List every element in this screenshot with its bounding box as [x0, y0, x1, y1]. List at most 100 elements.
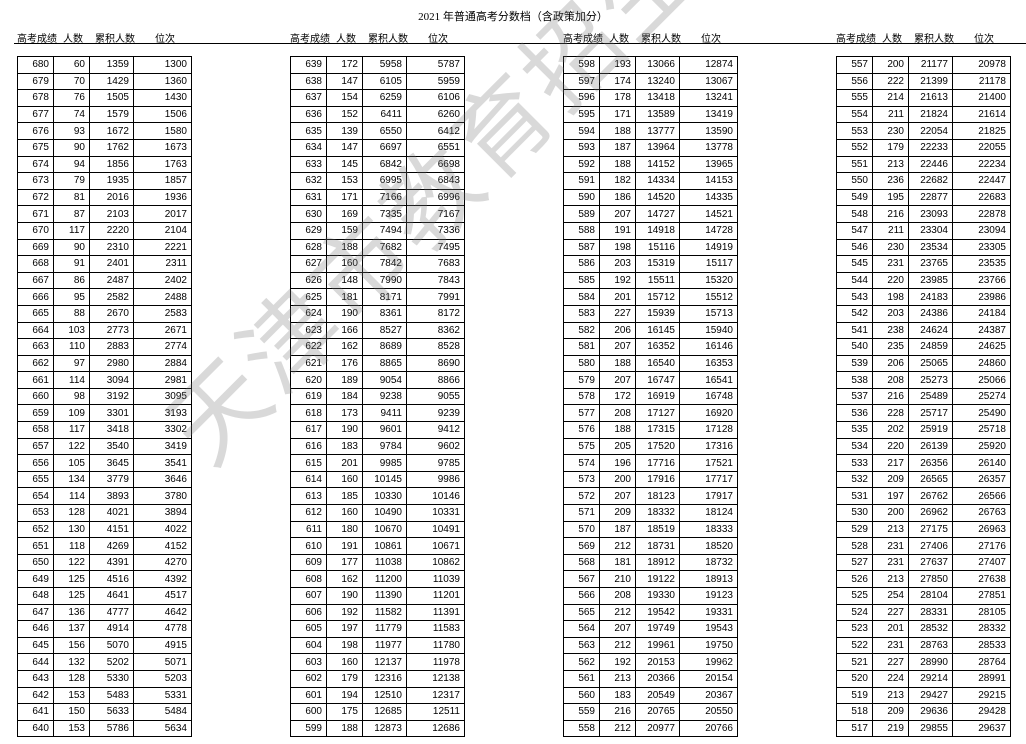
score-cell: 650 [17, 553, 54, 572]
table-row: 533 217 26356 26140 [836, 454, 1011, 472]
table-row: 519 213 29427 29215 [836, 686, 1011, 705]
score-cell: 558 [563, 719, 600, 738]
score-cell: 546 [836, 238, 873, 257]
rank-cell: 3780 [133, 487, 192, 506]
table-row: 675 90 1762 1673 [17, 138, 192, 157]
score-cell: 577 [563, 404, 600, 423]
count-cell: 185 [326, 487, 363, 506]
rank-cell: 12686 [406, 719, 465, 738]
cumulative-cell: 13418 [635, 89, 680, 107]
cumulative-cell: 5330 [89, 669, 134, 688]
count-cell: 137 [53, 620, 90, 638]
cumulative-cell: 2016 [89, 188, 134, 207]
column-header: 人数 [336, 34, 356, 45]
score-cell: 613 [290, 487, 327, 506]
rank-cell: 16353 [679, 354, 738, 373]
count-cell: 162 [326, 338, 363, 356]
table-row: 601 194 12510 12317 [290, 686, 465, 705]
rank-cell: 29428 [952, 703, 1011, 721]
table-row: 600 175 12685 12511 [290, 703, 465, 721]
table-row: 645 156 5070 4915 [17, 636, 192, 655]
count-cell: 216 [599, 703, 636, 721]
rank-cell: 18913 [679, 570, 738, 588]
count-cell: 97 [53, 354, 90, 373]
rank-cell: 28105 [952, 603, 1011, 622]
rank-cell: 1580 [133, 122, 192, 140]
rank-cell: 10331 [406, 504, 465, 522]
score-cell: 646 [17, 620, 54, 638]
score-cell: 529 [836, 520, 873, 539]
rank-cell: 17521 [679, 454, 738, 472]
rank-cell: 5634 [133, 719, 192, 738]
rank-cell: 1300 [133, 56, 192, 74]
cumulative-cell: 19749 [635, 620, 680, 638]
count-cell: 227 [872, 653, 909, 671]
rank-cell: 8362 [406, 321, 465, 340]
table-row: 656 105 3645 3541 [17, 454, 192, 472]
cumulative-cell: 6411 [362, 105, 407, 124]
cumulative-cell: 22054 [908, 122, 953, 140]
table-row: 670 117 2220 2104 [17, 221, 192, 240]
table-row: 594 188 13777 13590 [563, 122, 738, 140]
score-cell: 537 [836, 387, 873, 406]
rank-cell: 20154 [679, 669, 738, 688]
table-row: 602 179 12316 12138 [290, 669, 465, 688]
score-cell: 561 [563, 669, 600, 688]
score-cell: 539 [836, 354, 873, 373]
score-cell: 616 [290, 437, 327, 456]
count-cell: 230 [872, 238, 909, 257]
rank-cell: 11583 [406, 620, 465, 638]
cumulative-cell: 28532 [908, 620, 953, 638]
table-row: 570 187 18519 18333 [563, 520, 738, 539]
cumulative-cell: 20549 [635, 686, 680, 705]
table-row: 627 160 7842 7683 [290, 255, 465, 273]
score-cell: 551 [836, 155, 873, 174]
count-cell: 179 [326, 669, 363, 688]
table-row: 574 196 17716 17521 [563, 454, 738, 472]
table-row: 620 189 9054 8866 [290, 371, 465, 389]
score-cell: 667 [17, 271, 54, 290]
table-row: 564 207 19749 19543 [563, 620, 738, 638]
rank-cell: 12138 [406, 669, 465, 688]
rank-cell: 13965 [679, 155, 738, 174]
count-cell: 178 [599, 89, 636, 107]
cumulative-cell: 2980 [89, 354, 134, 373]
rank-cell: 4642 [133, 603, 192, 622]
table-row: 650 122 4391 4270 [17, 553, 192, 572]
count-cell: 212 [599, 537, 636, 555]
count-cell: 188 [599, 155, 636, 174]
cumulative-cell: 17916 [635, 470, 680, 489]
count-cell: 192 [599, 653, 636, 671]
cumulative-cell: 3779 [89, 470, 134, 489]
score-cell: 519 [836, 686, 873, 705]
table-row: 629 159 7494 7336 [290, 221, 465, 240]
rank-cell: 15512 [679, 288, 738, 306]
score-cell: 663 [17, 338, 54, 356]
rank-cell: 25718 [952, 421, 1011, 439]
cumulative-cell: 8171 [362, 288, 407, 306]
table-row: 582 206 16145 15940 [563, 321, 738, 340]
rank-cell: 9412 [406, 421, 465, 439]
table-row: 540 235 24859 24625 [836, 338, 1011, 356]
cumulative-cell: 1359 [89, 56, 134, 74]
rank-cell: 5071 [133, 653, 192, 671]
count-cell: 187 [599, 520, 636, 539]
score-cell: 527 [836, 553, 873, 572]
table-row: 628 188 7682 7495 [290, 238, 465, 257]
rank-cell: 3193 [133, 404, 192, 423]
score-cell: 552 [836, 138, 873, 157]
cumulative-cell: 11977 [362, 636, 407, 655]
count-cell: 76 [53, 89, 90, 107]
count-cell: 213 [872, 155, 909, 174]
score-cell: 665 [17, 304, 54, 323]
rank-cell: 10491 [406, 520, 465, 539]
table-row: 553 230 22054 21825 [836, 122, 1011, 140]
count-cell: 162 [326, 570, 363, 588]
rank-cell: 5959 [406, 72, 465, 91]
count-cell: 166 [326, 321, 363, 340]
rank-cell: 5787 [406, 56, 465, 74]
table-row: 541 238 24624 24387 [836, 321, 1011, 340]
count-cell: 86 [53, 271, 90, 290]
rank-cell: 18124 [679, 504, 738, 522]
score-cell: 671 [17, 205, 54, 223]
